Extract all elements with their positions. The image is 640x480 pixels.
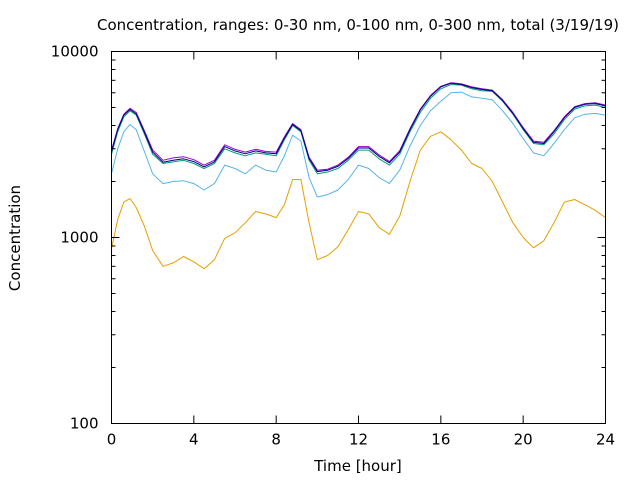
y-tick-label: 100 bbox=[70, 415, 99, 433]
plot-frame bbox=[111, 51, 606, 424]
x-tick-label: 12 bbox=[349, 431, 368, 449]
x-tick-label: 20 bbox=[514, 431, 533, 449]
series-line-2 bbox=[111, 91, 606, 198]
y-tick-label: 1000 bbox=[60, 229, 98, 247]
x-tick-label: 4 bbox=[189, 431, 199, 449]
x-tick-label: 8 bbox=[271, 431, 281, 449]
y-tick-label: 10000 bbox=[51, 43, 99, 61]
series-layer bbox=[111, 82, 606, 270]
x-tick-label: 0 bbox=[107, 431, 117, 449]
x-axis-label: Time [hour] bbox=[313, 457, 402, 475]
series-line-4 bbox=[111, 82, 606, 171]
x-tick-label: 16 bbox=[431, 431, 450, 449]
chart-title: Concentration, ranges: 0-30 nm, 0-100 nm… bbox=[97, 16, 619, 34]
series-line-5 bbox=[111, 82, 606, 173]
tick-layer: 0 4 8 12 16 20 24 100 1000 10000 bbox=[51, 43, 615, 449]
y-axis-label: Concentration bbox=[6, 185, 24, 291]
series-line-1 bbox=[111, 131, 606, 270]
series-line-3 bbox=[111, 84, 606, 175]
x-tick-label: 24 bbox=[596, 431, 615, 449]
